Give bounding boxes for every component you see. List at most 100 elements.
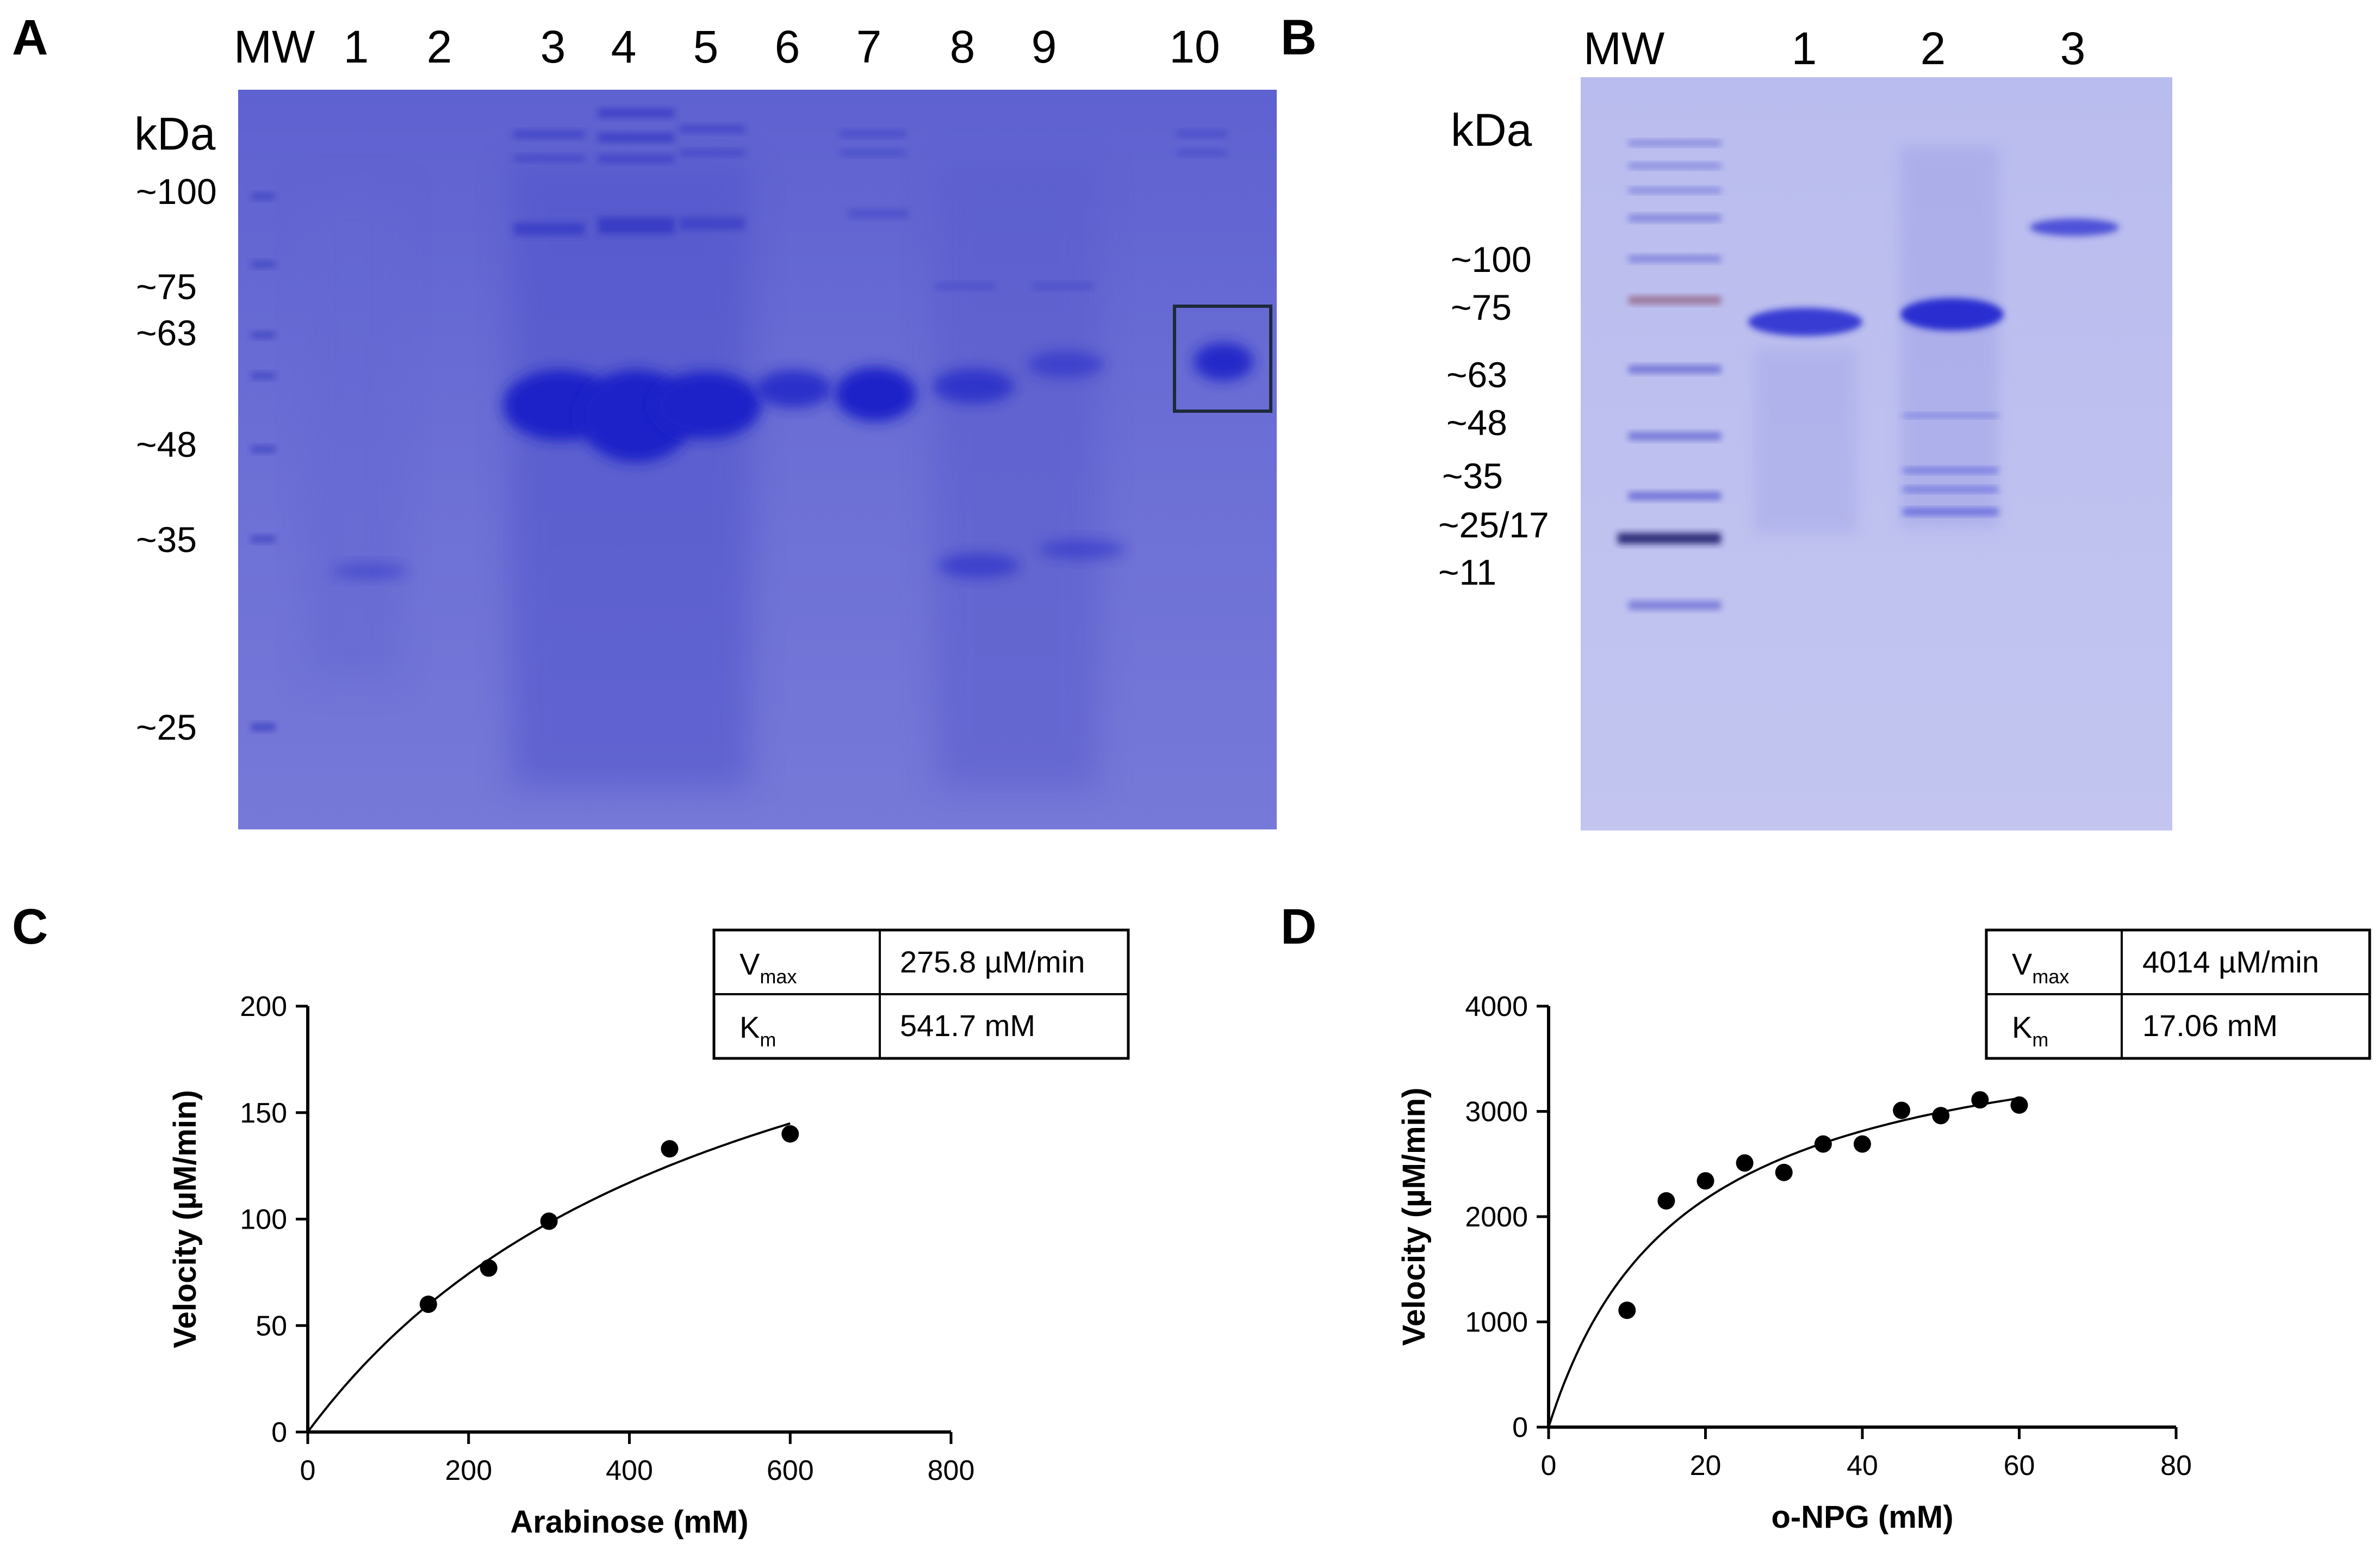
gel-a-lane-label: 6 bbox=[775, 21, 800, 72]
kinetics-table-d-km-value: 17.06 mM bbox=[2142, 1008, 2278, 1043]
gel-a-mw-marker: ~48 bbox=[136, 424, 197, 464]
gel-b-mw-marker: ~25/17 bbox=[1438, 505, 1549, 545]
panel-a: A bbox=[12, 10, 1277, 829]
gel-a-band bbox=[840, 150, 905, 156]
fit-curve bbox=[1548, 1097, 2019, 1428]
km-subscript: m bbox=[760, 1028, 776, 1051]
gel-b-mw-marker: ~11 bbox=[1438, 552, 1496, 592]
gel-b-smear-lane-1 bbox=[1754, 348, 1857, 533]
gel-a-band bbox=[680, 125, 745, 133]
gel-a-ladder bbox=[251, 193, 275, 731]
data-point bbox=[1971, 1091, 1989, 1109]
gel-a-lane-label: 8 bbox=[950, 21, 975, 72]
gel-a-lane-labels: MW 1 2 3 4 5 6 7 8 9 10 bbox=[234, 21, 1220, 72]
x-tick-label: 0 bbox=[1541, 1450, 1557, 1482]
gel-a-lane-label: 3 bbox=[540, 21, 566, 72]
kinetics-table-c: Vmax 275.8 µM/min Km 541.7 mM bbox=[712, 928, 1130, 1060]
data-point bbox=[1814, 1135, 1832, 1153]
y-axis-title: Velocity (µM/min) bbox=[167, 1090, 203, 1348]
gel-a-band bbox=[938, 554, 1020, 578]
y-tick-label: 4000 bbox=[1465, 991, 1528, 1022]
gel-a-ladder-band bbox=[251, 723, 275, 731]
gel-b-band-lane-1 bbox=[1748, 308, 1862, 336]
gel-b-band bbox=[1903, 509, 1998, 515]
gel-a-lane-label: 5 bbox=[693, 21, 719, 72]
gel-a-band bbox=[1033, 283, 1093, 289]
gel-a-band bbox=[332, 563, 408, 579]
data-point bbox=[2010, 1096, 2028, 1114]
gel-a-lane-label: 4 bbox=[611, 21, 637, 72]
y-tick-label: 200 bbox=[240, 991, 287, 1022]
gel-b-mw-marker: ~75 bbox=[1451, 287, 1512, 327]
gel-a-mw-marker: ~35 bbox=[136, 519, 197, 560]
panel-c-letter: C bbox=[12, 899, 48, 954]
gel-a-lane-label: 2 bbox=[427, 21, 452, 72]
gel-b-smear-lane-2 bbox=[1900, 147, 1998, 528]
gel-a-ladder-band bbox=[251, 446, 275, 453]
gel-a-mw-marker: ~25 bbox=[136, 707, 197, 747]
x-tick-label: 60 bbox=[2004, 1450, 2035, 1482]
chart-c: 0 200 400 600 800 0 50 100 150 200 Arabinose (mM) V… bbox=[167, 991, 974, 1540]
gel-b-lane-label: 3 bbox=[2060, 23, 2086, 74]
gel-a-band bbox=[598, 109, 674, 117]
gel-a-band bbox=[680, 150, 745, 156]
gel-a-lane-label: 7 bbox=[856, 21, 882, 72]
gel-b-lane-label: 2 bbox=[1921, 23, 1946, 74]
gel-b-band-lane-3 bbox=[2030, 219, 2119, 236]
x-axis-title: o-NPG (mM) bbox=[1771, 1499, 1953, 1535]
gel-a-band-lane-5 bbox=[653, 371, 761, 439]
data-point bbox=[1893, 1101, 1911, 1119]
gel-b-unit-label: kDa bbox=[1451, 104, 1532, 156]
gel-b-ladder-band bbox=[1629, 296, 1721, 304]
gel-b-ladder-band bbox=[1629, 365, 1721, 373]
gel-b-lane-label: 1 bbox=[1792, 23, 1817, 74]
data-point bbox=[1657, 1192, 1675, 1210]
data-point bbox=[661, 1140, 679, 1158]
gel-b bbox=[1581, 77, 2172, 830]
gel-b-mw-marker: ~48 bbox=[1446, 402, 1507, 443]
gel-a bbox=[238, 90, 1277, 829]
gel-b-ladder-band bbox=[1629, 601, 1721, 610]
gel-a-band-lane-9 bbox=[1028, 351, 1104, 378]
kinetics-table-c-vmax-value: 275.8 µM/min bbox=[900, 945, 1085, 979]
gel-a-ladder-band bbox=[251, 261, 275, 268]
gel-b-ladder-band bbox=[1629, 256, 1721, 262]
data-point bbox=[781, 1125, 799, 1143]
gel-a-band bbox=[1177, 131, 1226, 137]
gel-a-mw-marker: ~100 bbox=[136, 171, 217, 212]
y-axis-title: Velocity (µM/min) bbox=[1396, 1088, 1432, 1346]
panel-d-letter: D bbox=[1281, 899, 1316, 954]
gel-a-smear-lane-1 bbox=[305, 190, 402, 680]
gel-a-band bbox=[598, 133, 674, 142]
data-point bbox=[480, 1259, 498, 1277]
gel-a-band bbox=[1039, 540, 1126, 559]
panel-b: B M bbox=[1281, 10, 2172, 830]
gel-b-mw-markers: ~100 ~75 ~63 ~48 ~35 ~25/17 ~11 bbox=[1438, 239, 1549, 592]
y-tick-label: 3000 bbox=[1465, 1096, 1528, 1128]
data-point bbox=[419, 1296, 437, 1313]
gel-a-band bbox=[514, 223, 585, 235]
x-tick-label: 800 bbox=[928, 1455, 975, 1486]
gel-a-band-lane-8 bbox=[933, 369, 1014, 404]
gel-a-band bbox=[680, 218, 745, 230]
km-letter: K bbox=[740, 1010, 760, 1044]
gel-a-upper-bands bbox=[514, 109, 1226, 289]
data-point bbox=[1618, 1301, 1636, 1319]
gel-a-band bbox=[1177, 150, 1226, 156]
km-subscript: m bbox=[2032, 1028, 2048, 1051]
gel-b-ladder-band bbox=[1629, 163, 1721, 169]
gel-a-lane-label: 10 bbox=[1169, 21, 1220, 72]
vmax-letter: V bbox=[2012, 947, 2033, 981]
gel-a-band bbox=[848, 209, 908, 218]
x-tick-label: 80 bbox=[2160, 1450, 2192, 1482]
data-point bbox=[1854, 1135, 1871, 1153]
x-tick-label: 600 bbox=[767, 1455, 814, 1486]
kinetics-table-d-vmax-value: 4014 µM/min bbox=[2142, 945, 2319, 979]
gel-b-ladder-band bbox=[1629, 492, 1721, 500]
gel-b-lane-label: MW bbox=[1583, 23, 1664, 74]
gel-a-mw-marker: ~63 bbox=[136, 313, 197, 353]
gel-a-band bbox=[840, 131, 905, 137]
gel-a-band-lane-10 bbox=[1194, 343, 1253, 381]
gel-a-band bbox=[514, 155, 585, 162]
gel-a-ladder-band bbox=[251, 536, 275, 542]
